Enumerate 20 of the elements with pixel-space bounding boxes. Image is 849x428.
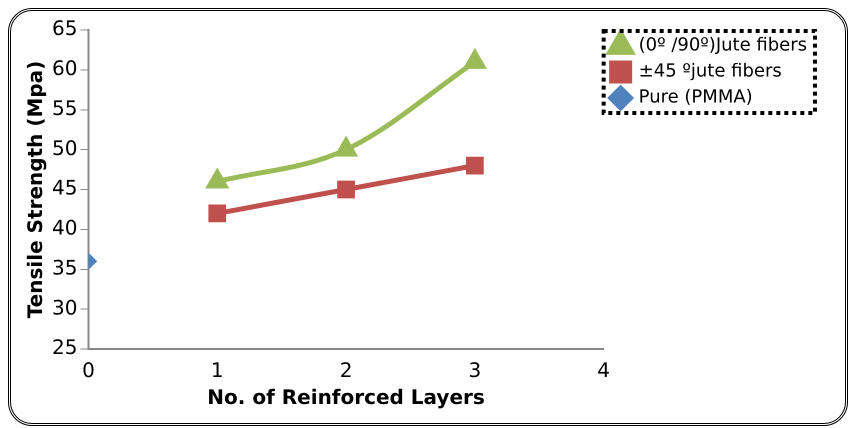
x-tick-label: 4 — [597, 358, 610, 382]
legend-label: Pure (PMMA) — [638, 86, 753, 108]
y-axis-title: Tensile Strength (Mpa) — [23, 60, 48, 318]
x-tick-label: 0 — [82, 358, 95, 382]
legend-label: (0º /90º)Jute fibers — [638, 34, 808, 56]
x-tick-label: 1 — [210, 358, 224, 382]
y-tick-label: 65 — [52, 16, 78, 40]
y-tick-label: 40 — [52, 216, 78, 240]
x-tick-label: 2 — [340, 358, 352, 382]
y-tick-label: 55 — [52, 96, 78, 120]
x-tick-label: 3 — [468, 358, 482, 382]
y-tick-label: 25 — [52, 335, 78, 360]
y-tick-label: 60 — [52, 56, 78, 80]
y-tick-label: 30 — [52, 295, 78, 320]
legend-label: ±45 ºjute fibers — [638, 60, 782, 82]
y-tick-label: 35 — [52, 255, 78, 280]
y-tick-label: 50 — [52, 136, 78, 160]
x-axis-title: No. of Reinforced Layers — [207, 385, 485, 410]
point — [337, 180, 355, 198]
y-tick-label: 45 — [52, 176, 78, 200]
